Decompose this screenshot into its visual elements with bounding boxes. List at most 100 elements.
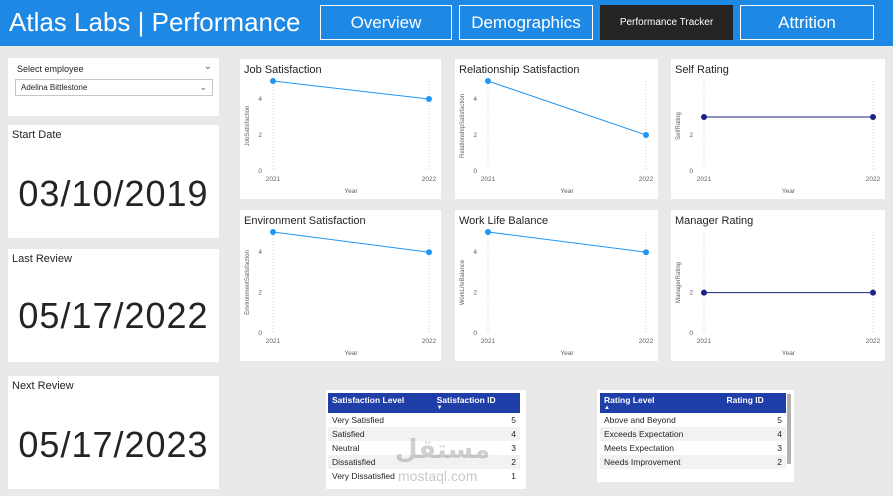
- table-row: Dissatisfied 2: [328, 455, 520, 469]
- nav-demographics-button[interactable]: Demographics: [459, 5, 593, 40]
- sort-asc-icon: ▲: [604, 405, 610, 411]
- data-point[interactable]: [485, 229, 491, 235]
- data-point[interactable]: [870, 114, 876, 120]
- x-tick-label: 2021: [697, 176, 712, 183]
- chart-title: Environment Satisfaction: [244, 215, 366, 227]
- table-row: Neutral 3: [332, 443, 516, 453]
- next-review-value: 05/17/2023: [18, 424, 209, 465]
- chart-title: Work Life Balance: [459, 215, 549, 227]
- data-point[interactable]: [701, 114, 707, 120]
- y-tick-label: 0: [689, 330, 693, 337]
- x-tick-label: 2022: [422, 176, 437, 183]
- nav-overview-button[interactable]: Overview: [320, 5, 452, 40]
- data-point[interactable]: [426, 96, 432, 102]
- table-scrollbar[interactable]: [787, 394, 791, 464]
- y-tick-label: 2: [689, 132, 693, 139]
- y-axis-label: EnvironmentSatisfaction: [245, 250, 251, 315]
- table-row: Very Dissatisfied 1: [332, 471, 516, 481]
- rating-table-card: Rating Level ▲ Rating ID Above and Beyond…: [597, 390, 794, 482]
- table-row: Very Satisfied 5: [332, 415, 516, 425]
- nav-attrition-button[interactable]: Attrition: [740, 5, 874, 40]
- watermark-logo: مستقل: [395, 434, 491, 464]
- data-point[interactable]: [270, 78, 276, 84]
- relationship-satisfaction-chart: Relationship Satisfaction RelationshipSat…: [455, 59, 658, 199]
- work-life-balance-chart: Work Life Balance WorkLifeBalance 0 2 4 2021 2…: [455, 210, 658, 361]
- rating-level-header[interactable]: Rating Level ▲: [600, 393, 723, 413]
- y-tick-label: 4: [473, 249, 477, 256]
- employee-select-value: Adelina Bittlestone: [21, 83, 88, 92]
- data-point[interactable]: [485, 78, 491, 84]
- next-review-card: Next Review 05/17/2023: [8, 376, 219, 489]
- y-tick-label: 0: [689, 168, 693, 175]
- nav-performance-tracker-button[interactable]: Performance Tracker: [600, 5, 733, 40]
- last-review-card: Last Review 05/17/2022: [8, 249, 219, 362]
- chart-title: Relationship Satisfaction: [459, 64, 580, 76]
- satisfaction-level-header[interactable]: Satisfaction Level: [328, 393, 433, 413]
- x-axis-label: Year: [344, 188, 358, 195]
- x-tick-label: 2021: [481, 338, 496, 345]
- chart-title: Manager Rating: [675, 215, 754, 227]
- x-tick-label: 2022: [639, 176, 654, 183]
- x-tick-label: 2022: [866, 176, 881, 183]
- x-tick-label: 2021: [697, 338, 712, 345]
- data-point[interactable]: [643, 249, 649, 256]
- table-row: Needs Improvement 2: [600, 455, 786, 469]
- last-review-value: 05/17/2022: [18, 295, 209, 336]
- data-point[interactable]: [426, 249, 432, 256]
- y-tick-label: 2: [473, 290, 477, 297]
- y-tick-label: 0: [473, 168, 477, 175]
- chart-title: Job Satisfaction: [244, 64, 322, 76]
- start-date-label: Start Date: [12, 129, 62, 141]
- series-line: [272, 231, 430, 253]
- rating-table: Rating Level ▲ Rating ID Above and Beyond…: [600, 393, 786, 469]
- employee-slicer: Select employee ⌄ Adelina Bittlestone ⌄: [8, 58, 219, 116]
- start-date-card: Start Date 03/10/2019: [8, 125, 219, 238]
- chart-title: Self Rating: [675, 64, 729, 76]
- chart-svg: WorkLifeBalance 0 2 4 2021 2022 Year: [460, 229, 654, 357]
- x-axis-label: Year: [560, 350, 574, 357]
- x-axis-label: Year: [344, 350, 358, 357]
- y-tick-label: 0: [258, 330, 262, 337]
- header-bar: Atlas Labs | Performance Overview Demogr…: [0, 0, 893, 46]
- watermark-text: mostaql.com: [398, 468, 478, 484]
- x-tick-label: 2021: [481, 176, 496, 183]
- chart-svg: ManagerRating 0 2 2021 2022 Year: [676, 232, 881, 357]
- y-axis-label: WorkLifeBalance: [460, 259, 466, 305]
- chart-svg: EnvironmentSatisfaction 0 2 4 2021 2022 Year: [245, 229, 437, 357]
- x-tick-label: 2021: [266, 338, 281, 345]
- y-axis-label: RelationshipSatisfaction: [460, 94, 466, 158]
- y-tick-label: 4: [473, 96, 477, 103]
- x-tick-label: 2021: [266, 176, 281, 183]
- series-line: [272, 80, 430, 100]
- satisfaction-id-header[interactable]: Satisfaction ID ▼: [432, 393, 520, 413]
- chevron-down-icon: ⌄: [199, 82, 207, 92]
- sort-desc-icon: ▼: [436, 405, 443, 411]
- data-point[interactable]: [643, 132, 649, 138]
- start-date-value: 03/10/2019: [18, 173, 209, 214]
- chart-svg: JobSatisfaction 0 2 4 2021 2022 Year: [245, 78, 437, 195]
- y-axis-label: JobSatisfaction: [245, 106, 251, 147]
- x-tick-label: 2022: [422, 338, 437, 345]
- x-tick-label: 2022: [866, 338, 881, 345]
- environment-satisfaction-chart: Environment Satisfaction EnvironmentSatis…: [240, 210, 441, 361]
- chevron-down-icon[interactable]: ⌄: [203, 61, 212, 72]
- series-line: [487, 80, 647, 136]
- y-tick-label: 0: [258, 168, 262, 175]
- page-title: Atlas Labs | Performance: [9, 7, 301, 37]
- manager-rating-chart: Manager Rating ManagerRating 0 2 2021 2022 Yea…: [671, 210, 885, 361]
- data-point[interactable]: [270, 229, 276, 235]
- y-tick-label: 0: [473, 330, 477, 337]
- data-point[interactable]: [701, 289, 707, 296]
- satisfaction-table-card: Satisfaction Level Satisfaction ID ▼ Very…: [326, 390, 526, 489]
- y-tick-label: 2: [689, 290, 693, 297]
- data-point[interactable]: [870, 289, 876, 296]
- chart-svg: SelfRating 0 2 2021 2022 Year: [676, 81, 881, 195]
- table-row: Satisfied 4: [328, 427, 520, 441]
- y-axis-label: SelfRating: [676, 112, 682, 140]
- rating-id-header[interactable]: Rating ID: [722, 393, 786, 413]
- employee-select[interactable]: Adelina Bittlestone ⌄: [15, 79, 213, 96]
- table-row: Meets Expectation 3: [604, 443, 782, 453]
- table-row: Above and Beyond 5: [604, 415, 782, 425]
- last-review-label: Last Review: [12, 253, 72, 265]
- series-line: [487, 231, 647, 253]
